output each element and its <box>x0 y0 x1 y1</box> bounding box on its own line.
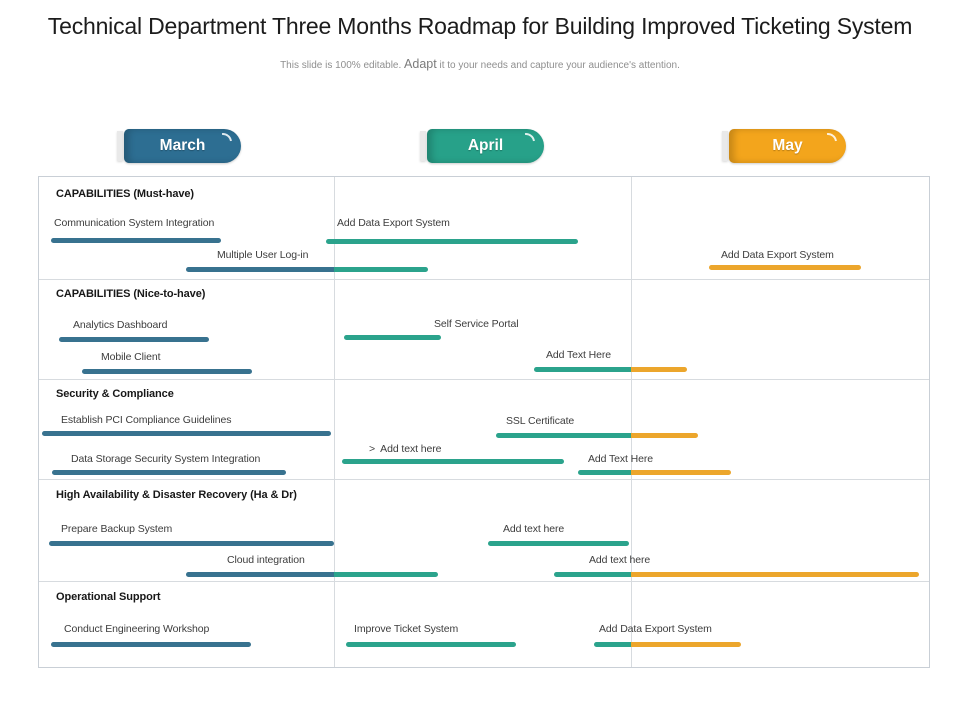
task-bar-blue <box>186 267 334 272</box>
banner-edge-strip <box>722 131 728 161</box>
row-divider <box>39 581 929 582</box>
task-label: Add Text Here <box>546 349 612 361</box>
banner-edge-strip <box>420 131 426 161</box>
task-bar-blue <box>51 238 221 243</box>
month-banner-april: April <box>420 129 544 163</box>
task-bar-blue <box>51 642 251 647</box>
task-bar-blue <box>42 431 331 436</box>
swoosh-icon <box>513 129 539 155</box>
task-bar-blue <box>82 369 252 374</box>
subtitle: This slide is 100% editable. Adapt it to… <box>0 57 960 71</box>
task-label: Add Data Export System <box>599 623 712 635</box>
task-bar-orange <box>631 642 741 647</box>
row-divider <box>39 379 929 380</box>
task-bar-teal <box>496 433 631 438</box>
task-bar-orange <box>631 572 919 577</box>
task-bar-blue <box>49 541 334 546</box>
task-bar-blue <box>186 572 334 577</box>
swoosh-icon <box>210 129 236 155</box>
task-label: Add Text Here <box>588 453 654 465</box>
task-bar-teal <box>344 335 441 340</box>
task-label: Mobile Client <box>101 351 161 363</box>
task-bar-teal <box>554 572 631 577</box>
row-header: CAPABILITIES (Nice-to-have) <box>56 288 206 300</box>
row-header: Operational Support <box>56 591 161 603</box>
task-label: Data Storage Security System Integration <box>71 453 261 465</box>
task-label: Add text here <box>589 554 651 566</box>
month-label: March <box>159 137 206 154</box>
task-bar-teal <box>326 239 578 244</box>
task-label: Prepare Backup System <box>61 523 173 535</box>
task-label: Improve Ticket System <box>354 623 459 635</box>
month-label: April <box>467 137 504 154</box>
task-label: Cloud integration <box>227 554 305 566</box>
task-bar-teal <box>578 470 631 475</box>
row-header: Security & Compliance <box>56 388 174 400</box>
task-bar-blue <box>59 337 209 342</box>
month-pill: May <box>729 129 846 163</box>
task-label: Add Data Export System <box>337 217 450 229</box>
subtitle-part2: it to your needs and capture your audien… <box>439 60 680 71</box>
task-bar-orange <box>631 470 731 475</box>
task-bar-teal <box>334 572 438 577</box>
row-header: High Availability & Disaster Recovery (H… <box>56 489 297 501</box>
task-bar-teal <box>334 267 428 272</box>
task-bar-blue <box>52 470 286 475</box>
task-label: > Add text here <box>369 443 442 455</box>
task-bar-orange <box>631 367 687 372</box>
task-label: Multiple User Log-in <box>217 249 309 261</box>
task-bar-teal <box>346 642 516 647</box>
task-bar-orange <box>631 433 698 438</box>
month-label: May <box>772 137 803 154</box>
task-bar-teal <box>342 459 564 464</box>
month-banner-march: March <box>117 129 241 163</box>
subtitle-part1: This slide is 100% editable. <box>280 60 402 71</box>
banner-edge-strip <box>117 131 123 161</box>
task-label: Conduct Engineering Workshop <box>64 623 210 635</box>
task-label: Communication System Integration <box>54 217 215 229</box>
column-divider <box>334 177 335 667</box>
task-bar-teal <box>488 541 629 546</box>
month-pill: April <box>427 129 544 163</box>
task-bar-orange <box>709 265 861 270</box>
task-label: Add text here <box>503 523 565 535</box>
task-label: Establish PCI Compliance Guidelines <box>61 414 232 426</box>
task-bar-teal <box>534 367 631 372</box>
swoosh-icon <box>815 129 841 155</box>
task-label: Add Data Export System <box>721 249 834 261</box>
month-banner-may: May <box>722 129 846 163</box>
task-bar-teal <box>594 642 631 647</box>
column-divider <box>631 177 632 667</box>
row-header: CAPABILITIES (Must-have) <box>56 188 194 200</box>
task-label: Analytics Dashboard <box>73 319 168 331</box>
row-divider <box>39 279 929 280</box>
page-title: Technical Department Three Months Roadma… <box>47 13 913 39</box>
task-label: Self Service Portal <box>434 318 519 330</box>
row-divider <box>39 479 929 480</box>
task-label: SSL Certificate <box>506 415 575 427</box>
roadmap-table: CAPABILITIES (Must-have) Communication Sy… <box>38 176 930 668</box>
subtitle-emphasis: Adapt <box>404 57 437 71</box>
month-pill: March <box>124 129 241 163</box>
